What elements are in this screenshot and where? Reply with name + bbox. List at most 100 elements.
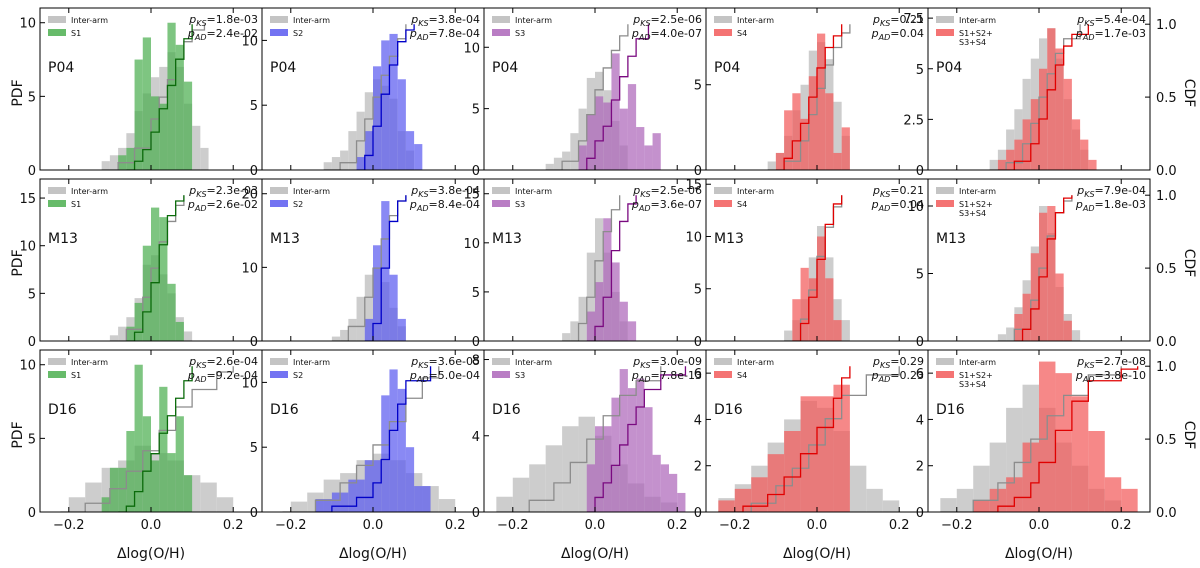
interarm-bar [331, 336, 341, 341]
group-bar [1006, 477, 1023, 512]
interarm-bar [68, 497, 86, 512]
interarm-bar [85, 482, 102, 512]
group-bar [627, 388, 637, 512]
legend: Inter-arm S3 [492, 16, 552, 38]
group-bar [1030, 253, 1039, 341]
group-bar [652, 133, 661, 170]
interarm-bar [200, 147, 209, 170]
method-label: M13 [48, 231, 78, 247]
x-label-col-5: Δlog(O/H) [1005, 546, 1073, 562]
y-tick-label: 6 [916, 367, 924, 382]
cdf-tick-label: 0.5 [1156, 262, 1177, 277]
y-tick-label: 15 [685, 178, 702, 193]
y-tick-label: 0 [916, 164, 924, 179]
cdf-tick-label: 0.0 [1156, 335, 1177, 350]
group-cdf-line [126, 24, 193, 170]
panel-D16-ALL: −0.2 0.0 0.2 0 2 4 6 0.0 0.5 1.0 Inter-arm S1+S2+S3… [916, 349, 1177, 533]
y-tick-label: 15 [19, 192, 36, 207]
p-ks-value: pKS=2.7e-08 [1076, 355, 1146, 370]
legend-label-group: S1+S2+ [959, 371, 993, 380]
legend-swatch-group [492, 371, 510, 378]
p-ad-value: pAD=0.23 [871, 369, 924, 384]
interarm-bar [340, 329, 349, 341]
interarm-bar [956, 488, 974, 512]
interarm-bar [545, 163, 554, 170]
y-tick-label: 2 [694, 460, 702, 475]
p-ad-value: pAD=0.04 [871, 198, 924, 213]
y-tick-label: 5 [28, 432, 36, 447]
group-bar [833, 320, 842, 341]
plot-area [767, 24, 851, 170]
group-bar [586, 114, 595, 170]
y-tick-label: 20 [241, 188, 258, 203]
group-bar [109, 467, 119, 512]
plot-area [784, 195, 850, 341]
legend-label-group: S3 [515, 200, 525, 209]
p-ks-value: pKS=2.6e-04 [188, 355, 258, 370]
legend: Inter-arm S4 [714, 16, 774, 38]
p-ad-value: pAD=2.4e-02 [187, 27, 258, 42]
group-bar [595, 426, 604, 512]
x-tick-label: −0.2 [941, 518, 973, 533]
cdf-tick-label: 0.5 [1156, 433, 1177, 448]
y-tick-label: 0 [472, 506, 480, 521]
x-tick-label: −0.2 [53, 518, 85, 533]
group-bar [1071, 396, 1089, 512]
interarm-bar [767, 161, 776, 170]
interarm-bar [545, 445, 563, 512]
legend-label-interarm: Inter-arm [959, 187, 996, 196]
legend-swatch-interarm [936, 16, 954, 23]
group-bar [1071, 119, 1081, 170]
group-bar [718, 500, 735, 512]
y-tick-label: 0 [28, 335, 36, 350]
legend: Inter-arm S4 [714, 187, 774, 209]
group-bar [800, 267, 809, 341]
cdf-tick-label: 1.0 [1156, 18, 1177, 33]
y-tick-label: 0 [250, 335, 258, 350]
interarm-bar [578, 296, 587, 341]
group-bar [1014, 314, 1023, 341]
y-tick-label: 5 [250, 99, 258, 114]
interarm-cdf-line [282, 366, 440, 512]
plot-area [60, 364, 234, 512]
y-tick-label: 5 [28, 287, 36, 302]
interarm-bar [101, 161, 110, 170]
interarm-bar [989, 159, 998, 170]
group-cdf-line [586, 195, 637, 341]
p-ad-value: pAD=9.2e-04 [187, 369, 258, 384]
p-ks-value: pKS=0.29 [872, 355, 924, 370]
group-bar [808, 76, 817, 170]
p-ad-value: pAD=5.0e-04 [409, 369, 480, 384]
x-tick-label: 0.2 [667, 518, 688, 533]
group-bar [414, 486, 431, 512]
group-bar [389, 33, 398, 170]
group-bar [414, 144, 423, 170]
group-bar [997, 159, 1007, 170]
legend-label-interarm: Inter-arm [959, 358, 996, 367]
plot-area [323, 24, 423, 170]
group-bar [619, 108, 628, 170]
group-bar [1055, 48, 1064, 170]
interarm-bar [866, 488, 883, 512]
group-bar [595, 96, 604, 170]
group-bar [126, 326, 135, 341]
x-label-col-4: Δlog(O/H) [783, 546, 851, 562]
group-bar [1055, 273, 1064, 341]
y-tick-label: 5 [472, 286, 480, 301]
group-bar [389, 369, 398, 512]
legend-label-group: S1 [71, 200, 81, 209]
group-bar [644, 145, 653, 170]
method-label: P04 [492, 60, 518, 76]
p-ad-value: pAD=3.8e-10 [1075, 369, 1146, 384]
panel-P04-ALL: 0 2.5 5 7.5 0.0 0.5 1.0 Inter-arm S1+S2+S3+S4 pKS… [903, 7, 1177, 179]
group-bar [381, 40, 390, 170]
plot-area [496, 366, 687, 512]
plot-area [545, 24, 661, 170]
group-bar [389, 274, 398, 341]
y-tick-label: 4 [694, 413, 702, 428]
cdf-label-row-3: CDF [1181, 421, 1197, 450]
group-bar [381, 395, 390, 512]
